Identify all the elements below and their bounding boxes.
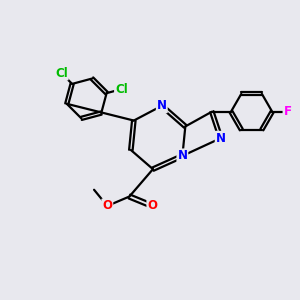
Text: Cl: Cl	[115, 83, 128, 96]
Text: O: O	[102, 200, 112, 212]
Text: Cl: Cl	[55, 67, 68, 80]
Text: N: N	[216, 132, 226, 145]
Text: O: O	[147, 200, 158, 212]
Text: F: F	[284, 105, 292, 118]
Text: N: N	[157, 99, 167, 112]
Text: N: N	[177, 149, 188, 162]
